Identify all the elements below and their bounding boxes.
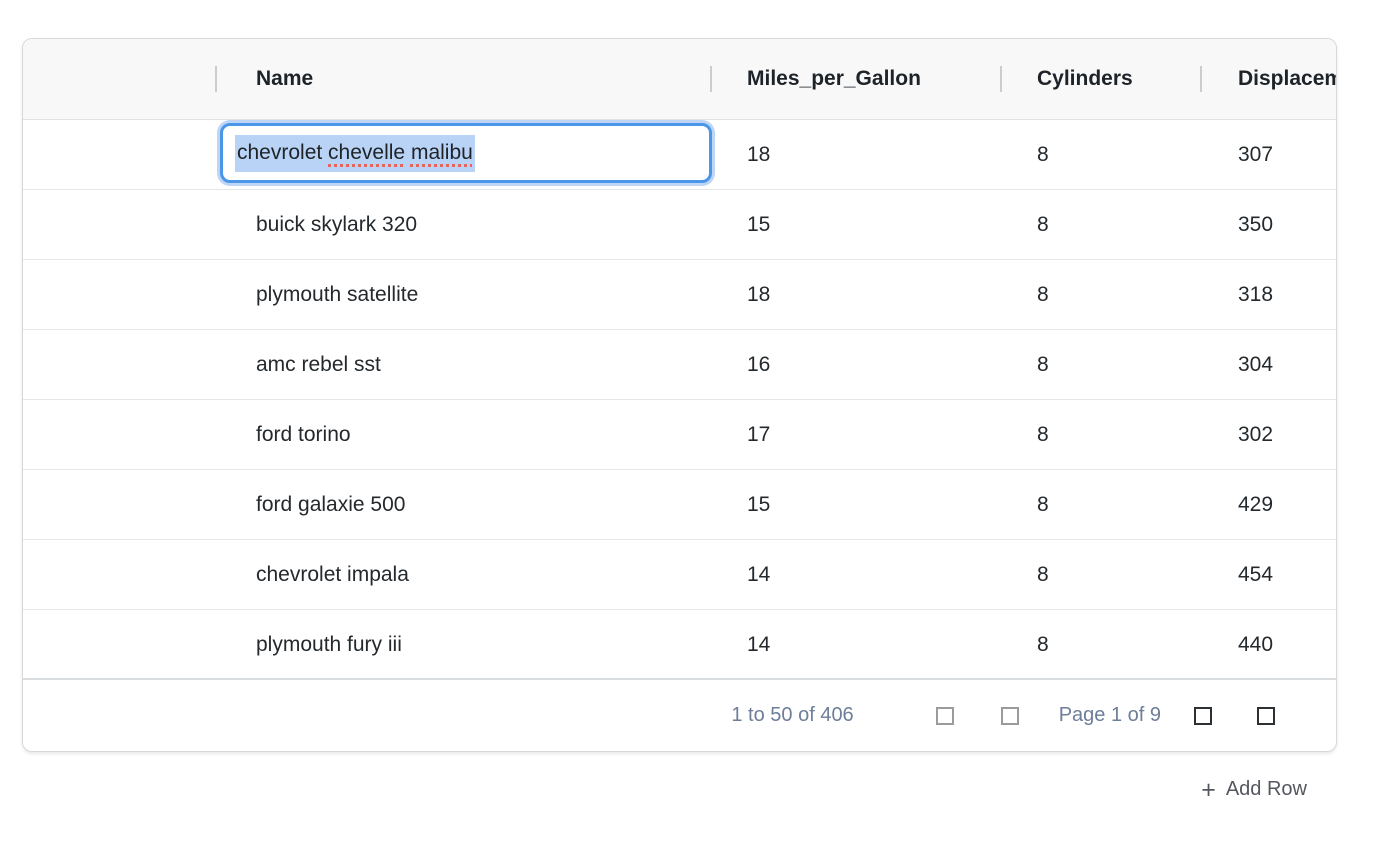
cell-miles-per-gallon[interactable]: 18	[747, 282, 771, 306]
column-header-miles-per-gallon[interactable]: Miles_per_Gallon	[710, 39, 1001, 119]
first-page-icon[interactable]	[935, 706, 954, 725]
column-header-displacement[interactable]: Displacement	[1200, 39, 1336, 119]
cell-cylinders[interactable]: 8	[1037, 633, 1049, 656]
cell-name[interactable]: ford galaxie 500	[256, 492, 406, 516]
cell-miles-per-gallon[interactable]: 18	[747, 142, 771, 166]
cell-displacement[interactable]: 350	[1238, 212, 1274, 236]
cell-name[interactable]: buick skylark 320	[256, 212, 418, 236]
cell-miles-per-gallon[interactable]: 15	[747, 212, 771, 236]
cell-cylinders[interactable]: 8	[1037, 142, 1049, 166]
table-row: plymouth satellite 18 8 318	[23, 260, 1336, 330]
add-row-button[interactable]: + Add Row	[1201, 775, 1307, 804]
selected-text: chevrolet chevelle malibu	[235, 134, 475, 172]
cell-editor-input[interactable]: chevrolet chevelle malibu	[220, 123, 712, 183]
next-page-icon[interactable]	[1194, 706, 1212, 725]
grid-body: chevrolet chevelle malibu 18 8 307 buick…	[23, 120, 1336, 680]
cell-displacement[interactable]: 318	[1238, 282, 1274, 306]
column-header-cylinders[interactable]: Cylinders	[1000, 39, 1201, 119]
column-header-label: Name	[256, 67, 314, 90]
last-page-icon[interactable]	[1257, 706, 1275, 725]
cell-miles-per-gallon[interactable]: 16	[747, 352, 771, 376]
table-row: ford torino 17 8 302	[23, 400, 1336, 470]
column-header-label: Cylinders	[1037, 67, 1133, 90]
table-row: chevrolet chevelle malibu 18 8 307	[23, 120, 1336, 190]
cell-displacement[interactable]: 429	[1238, 492, 1274, 516]
cell-name[interactable]: ford torino	[256, 422, 351, 446]
grid-header-row: Name Miles_per_Gallon Cylinders Displace…	[23, 39, 1336, 120]
row-range-summary: 1 to 50 of 406	[731, 704, 854, 726]
table-row: amc rebel sst 16 8 304	[23, 330, 1336, 400]
table-row: ford galaxie 500 15 8 429	[23, 470, 1336, 540]
grid-actions-bar: + Add Row	[22, 775, 1337, 804]
cell-cylinders[interactable]: 8	[1037, 492, 1049, 516]
add-row-label: Add Row	[1225, 778, 1307, 800]
previous-page-icon[interactable]	[1000, 706, 1019, 725]
table-row: chevrolet impala 14 8 454	[23, 540, 1336, 610]
cell-displacement[interactable]: 454	[1238, 562, 1274, 586]
cell-cylinders[interactable]: 8	[1037, 422, 1049, 446]
column-resize-handle[interactable]	[1200, 66, 1202, 92]
cell-name-editing: chevrolet chevelle malibu	[216, 120, 712, 189]
column-header-name[interactable]: Name	[215, 39, 711, 119]
table-row: plymouth fury iii 14 8 440	[23, 610, 1336, 680]
cell-displacement[interactable]: 440	[1238, 633, 1274, 656]
column-header-label: Miles_per_Gallon	[747, 67, 921, 90]
cell-cylinders[interactable]: 8	[1037, 562, 1049, 586]
cell-name[interactable]: plymouth satellite	[256, 282, 419, 306]
cell-name[interactable]: plymouth fury iii	[256, 633, 402, 656]
cell-name[interactable]: amc rebel sst	[256, 352, 381, 376]
cell-cylinders[interactable]: 8	[1037, 352, 1049, 376]
cell-displacement[interactable]: 307	[1238, 142, 1274, 166]
cell-miles-per-gallon[interactable]: 17	[747, 422, 771, 446]
cell-cylinders[interactable]: 8	[1037, 282, 1049, 306]
column-header-label: Displacement	[1238, 67, 1336, 90]
cell-miles-per-gallon[interactable]: 14	[747, 633, 771, 656]
cell-displacement[interactable]: 302	[1238, 422, 1274, 446]
column-resize-handle[interactable]	[1000, 66, 1002, 92]
grid-paging-footer: 1 to 50 of 406 Page 1 of 9	[23, 678, 1336, 751]
table-row: buick skylark 320 15 8 350	[23, 190, 1336, 260]
column-resize-handle[interactable]	[215, 66, 217, 92]
cell-displacement[interactable]: 304	[1238, 352, 1274, 376]
column-resize-handle[interactable]	[710, 66, 712, 92]
cell-miles-per-gallon[interactable]: 14	[747, 562, 771, 586]
cell-name[interactable]: chevrolet impala	[256, 562, 409, 586]
page-status: Page 1 of 9	[1058, 704, 1161, 726]
cell-miles-per-gallon[interactable]: 15	[747, 492, 771, 516]
misspelled-word: malibu	[410, 140, 473, 164]
cell-cylinders[interactable]: 8	[1037, 212, 1049, 236]
misspelled-word: chevelle	[328, 140, 406, 164]
plus-icon: +	[1201, 775, 1216, 804]
cars-data-grid: Name Miles_per_Gallon Cylinders Displace…	[22, 38, 1337, 752]
